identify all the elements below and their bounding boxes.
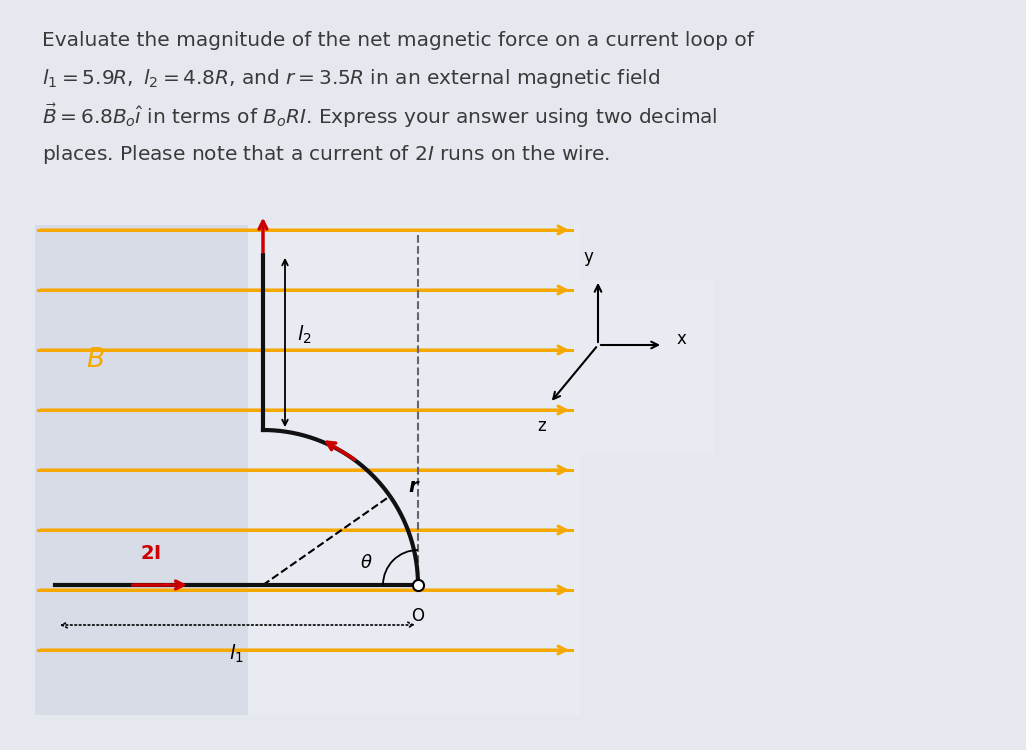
Text: y: y: [583, 248, 593, 266]
Bar: [558, 280, 713, 455]
Bar: [248, 225, 580, 715]
Text: $B$: $B$: [86, 347, 105, 373]
Text: Evaluate the magnitude of the net magnetic force on a current loop of: Evaluate the magnitude of the net magnet…: [42, 31, 754, 50]
Text: x: x: [677, 330, 686, 348]
Text: $\vec{B} = 6.8B_o\hat{\imath}$ in terms of $B_oRI$. Express your answer using tw: $\vec{B} = 6.8B_o\hat{\imath}$ in terms …: [42, 102, 717, 130]
Text: z: z: [538, 417, 547, 435]
Bar: [35, 225, 580, 715]
Text: $\boldsymbol{r}$: $\boldsymbol{r}$: [408, 476, 421, 496]
Text: $\mathbf{2I}$: $\mathbf{2I}$: [140, 544, 160, 563]
Text: $l_1 = 5.9R,\ l_2 = 4.8R$, and $r = 3.5R$ in an external magnetic field: $l_1 = 5.9R,\ l_2 = 4.8R$, and $r = 3.5R…: [42, 67, 661, 89]
Text: O: O: [411, 607, 425, 625]
Text: $l_2$: $l_2$: [297, 323, 312, 346]
Text: $l_1$: $l_1$: [229, 643, 244, 665]
Text: places. Please note that a current of $2I$ runs on the wire.: places. Please note that a current of $2…: [42, 142, 610, 166]
Text: $\theta$: $\theta$: [360, 554, 372, 572]
